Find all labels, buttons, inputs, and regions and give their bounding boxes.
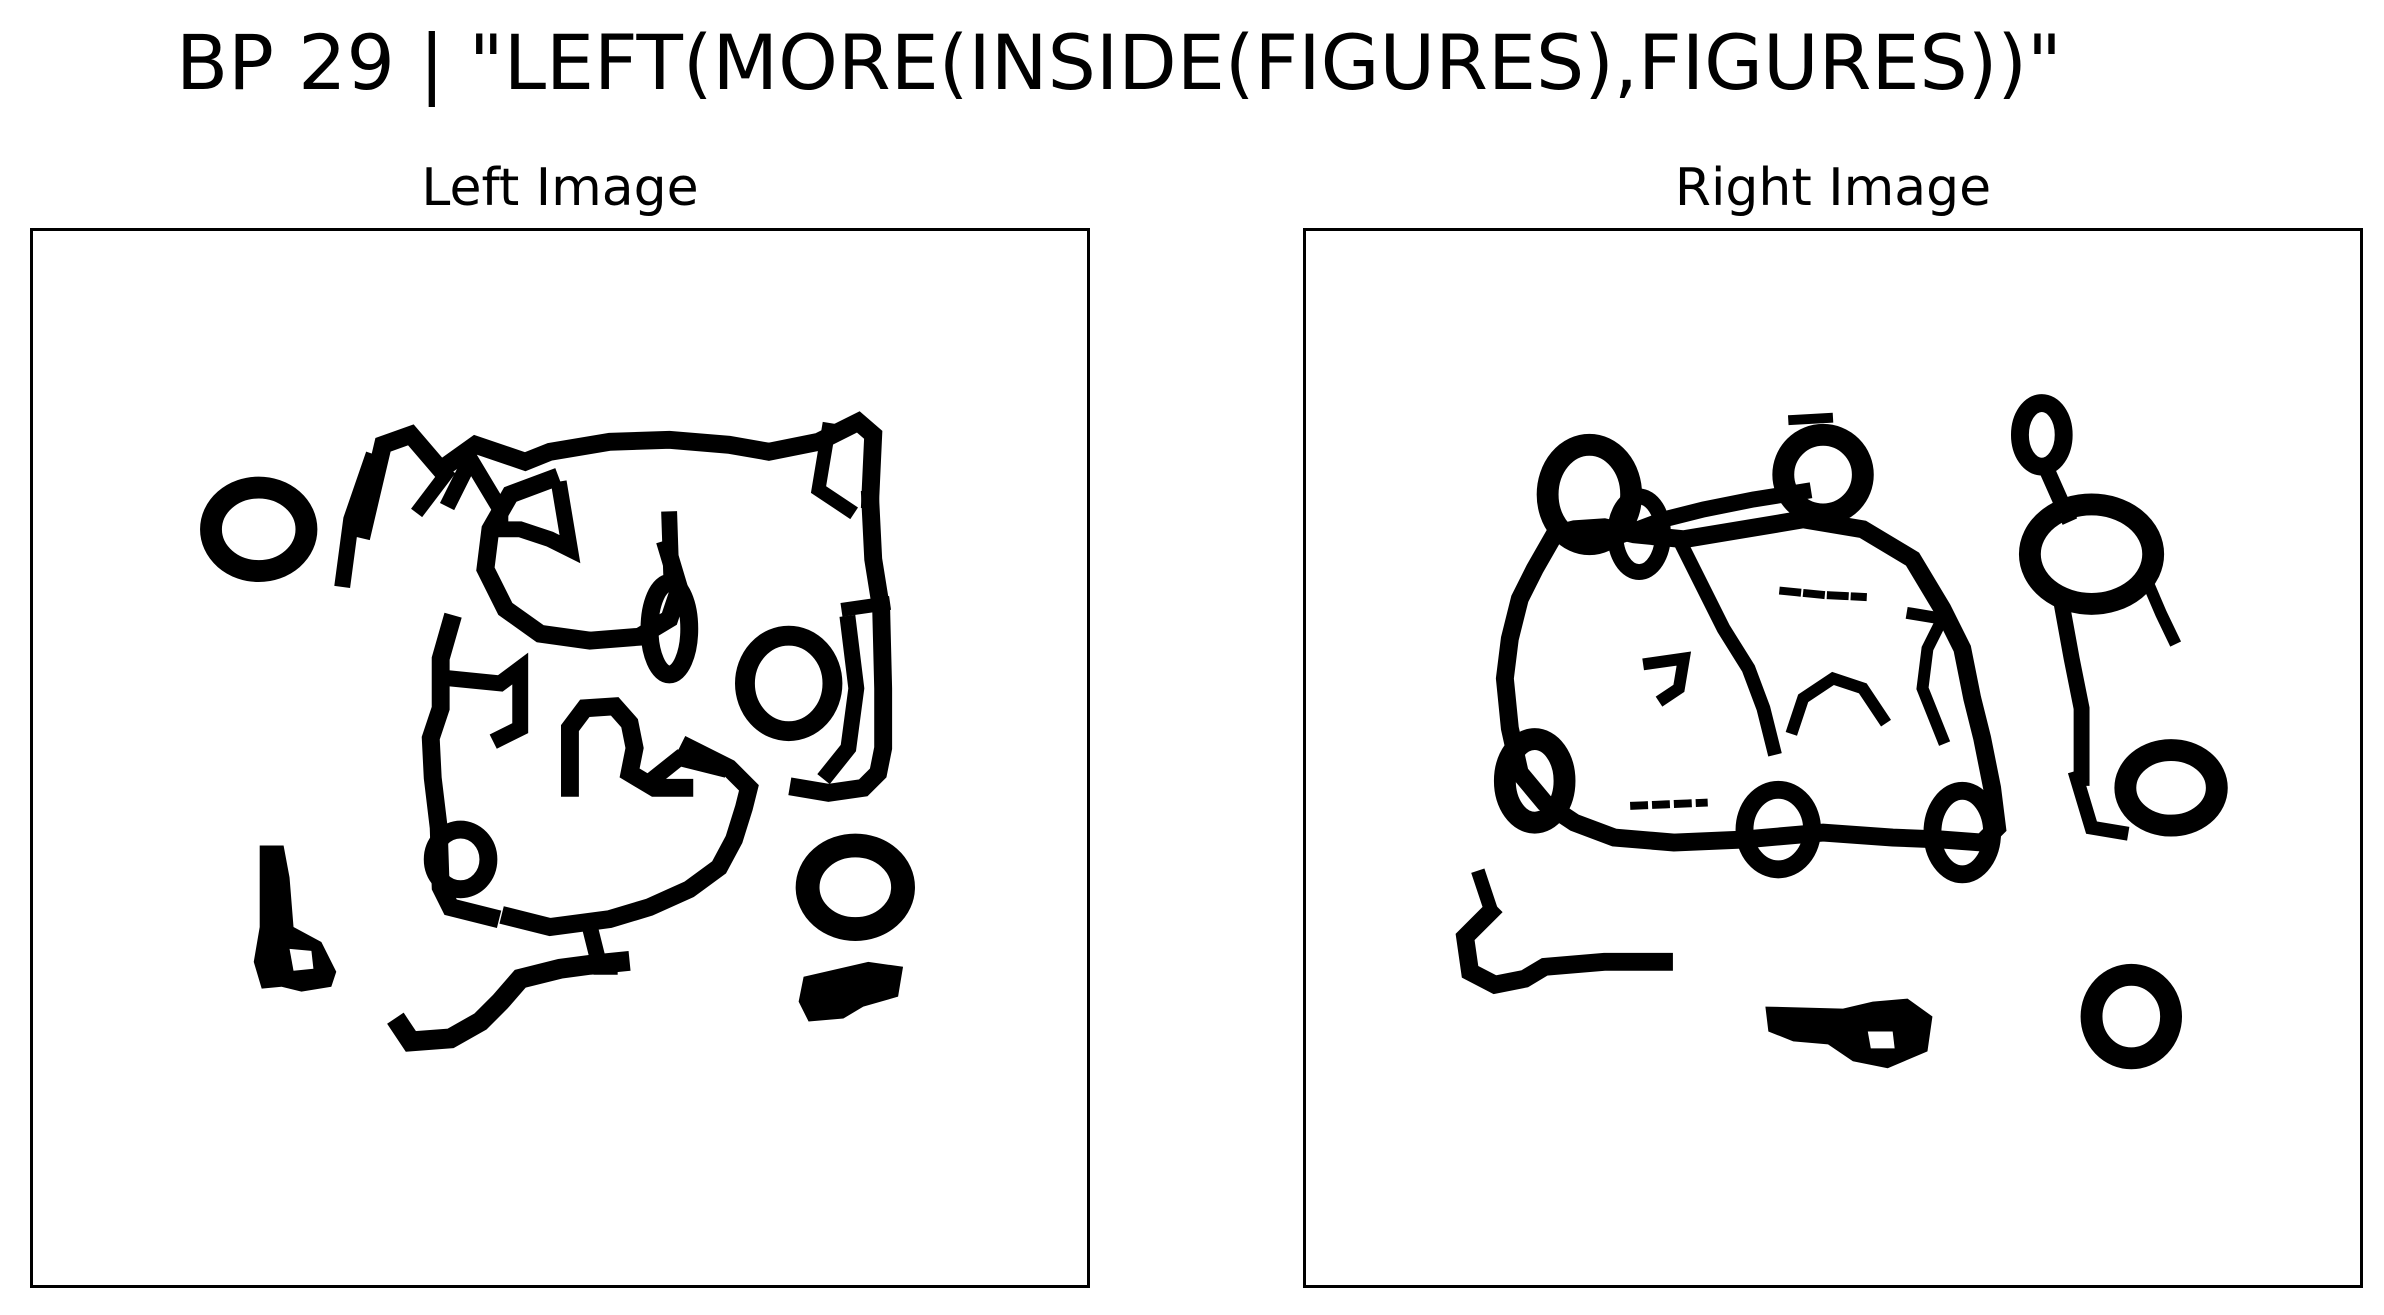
left-image-panel xyxy=(30,228,1090,1288)
right-image-drawing xyxy=(1455,394,2228,1070)
page-title-text: BP 29 | "LEFT(MORE(INSIDE(FIGURES),FIGUR… xyxy=(175,18,2062,107)
left-big-enclosure-figure xyxy=(334,411,893,975)
right-image-caption: Right Image xyxy=(1674,158,1992,218)
left-outside-ring-top xyxy=(200,476,318,583)
right-ring-right-middle xyxy=(2067,739,2228,841)
left-inner-ring-figure xyxy=(423,820,498,899)
right-ring-top-center xyxy=(1772,412,1874,526)
left-image-drawing xyxy=(200,411,915,1052)
left-outside-curve-bottom xyxy=(387,950,631,1052)
right-ring-left-middle xyxy=(1493,728,1576,834)
right-blob-bottom-center xyxy=(1765,998,1933,1069)
right-ring-bottom-right xyxy=(2080,963,2183,1070)
left-outside-bottle-figure xyxy=(253,845,337,992)
right-inner-ring-right xyxy=(1923,781,2002,884)
left-image-caption: Left Image xyxy=(421,158,699,218)
right-ring-top-right-figure xyxy=(2010,394,2182,786)
left-outside-ring-bottom-right xyxy=(795,833,915,941)
right-inner-ring-left xyxy=(1735,780,1822,879)
left-inner-oval-figure xyxy=(640,511,699,684)
page-title: BP 29 | "LEFT(MORE(INSIDE(FIGURES),FIGUR… xyxy=(0,18,2384,108)
right-ring-top-left xyxy=(1536,433,1671,581)
left-outside-blob-bottom-right xyxy=(798,961,904,1022)
left-inner-square-ring-figure xyxy=(735,614,865,785)
right-big-enclosure-figure xyxy=(1455,482,2007,995)
right-image-panel xyxy=(1303,228,2363,1288)
